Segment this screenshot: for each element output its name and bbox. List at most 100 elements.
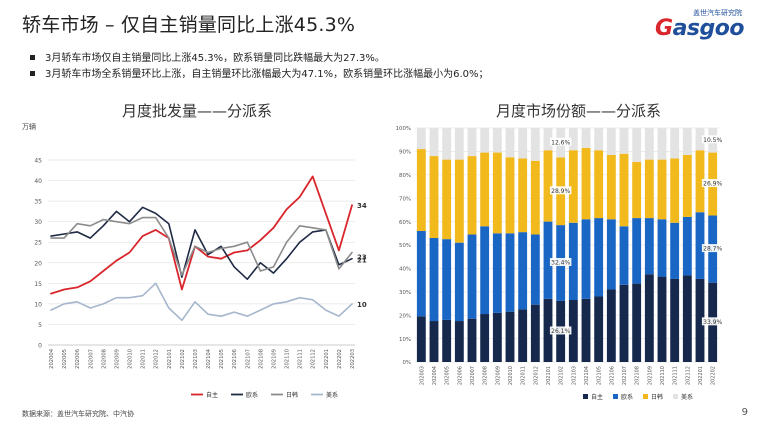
x-tick-label: 202111 [673,366,679,385]
x-tick-label: 202106 [609,366,615,385]
brand-wordmark: Gasgoo [655,16,744,41]
bar-segment-欧系 [429,237,439,322]
bar-chart: 0% 10% 20% 30% 40% 50% 60% 70% 80% 90% 100% 202003 2… [396,126,724,401]
data-label-bg [549,186,572,195]
data-label: 10.5% [703,137,722,144]
bar-segment-欧系 [581,219,591,299]
y-tick-label: 35 [34,199,42,206]
x-tick-label: 202203 [350,349,356,369]
y-tick-label: 70% [399,196,411,202]
bar-segment-自主 [670,278,680,362]
bar-segment-欧系 [594,218,604,297]
bar-segment-自主 [594,296,604,362]
bar-segment-美系 [632,128,642,162]
bar-chart-title: 月度市场份额——分派系 [496,102,662,120]
bar-segment-自主 [682,275,692,362]
x-tick-label: 202005 [62,349,68,369]
bar-segment-自主 [657,276,667,362]
y-tick-label: 60% [399,220,411,226]
bullet-item: 3月轿车市场全系销量环比上涨，自主销量环比涨幅最大为47.1%，欧系销量环比涨幅… [30,67,489,83]
bar-segment-欧系 [543,221,553,299]
data-label: 32.4% [551,260,570,267]
bar-segment-自主 [492,312,502,362]
bar-segment-自主 [543,298,553,362]
x-tick-label: 202009 [114,349,120,369]
bar-segment-美系 [568,128,578,151]
x-tick-label: 202011 [521,366,527,385]
x-tick-label: 202010 [508,366,514,385]
bar-segment-日韩 [568,150,578,223]
legend-swatch [613,394,618,399]
legend-label: 自主 [591,393,603,401]
x-tick-label: 202105 [597,366,603,385]
x-tick-label: 202011 [141,349,147,369]
bar-segment-欧系 [416,230,426,317]
bar-segment-日韩 [682,154,692,217]
bar-segment-日韩 [530,160,540,235]
bar-segment-自主 [505,311,515,362]
bar-segment-自主 [632,283,642,362]
bar-segment-美系 [644,128,654,160]
bar-segment-美系 [581,128,591,148]
y-tick-label: 25 [34,240,42,247]
bar-segment-美系 [467,128,477,157]
bar-segment-美系 [670,128,680,159]
bar-segment-美系 [505,128,515,158]
bar-segment-欧系 [670,222,680,279]
y-tick-label: 30 [34,219,42,226]
bar-segment-自主 [416,316,426,362]
y-tick-label: 10 [34,301,42,308]
legend-label: 欧系 [621,393,633,401]
data-label-bg [701,179,724,188]
line-chart: 万辆 0 5 10 15 20 25 30 35 40 45 202004 202005 202006 20… [22,122,367,399]
x-tick-label: 202110 [660,366,666,385]
bar-segment-日韩 [416,149,426,231]
data-label: 33.9% [703,319,722,326]
x-tick-label: 202103 [193,349,199,369]
bar-segment-自主 [467,318,477,362]
bar-segment-欧系 [619,226,629,285]
bar-segment-欧系 [568,222,578,300]
x-tick-label: 202103 [571,366,577,385]
bar-segment-欧系 [454,242,464,322]
data-label: 28.9% [551,188,570,195]
x-tick-label: 202109 [271,349,277,369]
bar-segment-美系 [454,128,464,160]
bullet-text: 3月轿车市场仅自主销量同比上涨45.3%，欧系销量同比跌幅最大为27.3%。 [45,53,385,64]
y-axis-unit-label: 万辆 [22,122,36,131]
x-tick-label: 202110 [285,349,291,369]
bar-segment-欧系 [442,239,452,320]
legend-label: 美系 [681,393,693,401]
data-label: 26.1% [551,328,570,335]
y-tick-label: 45 [34,158,42,165]
data-label-bg [701,317,724,326]
bar-segment-日韩 [492,152,502,234]
x-tick-label: 202101 [546,366,552,385]
bar-segment-日韩 [695,150,705,213]
x-tick-label: 202006 [75,349,81,369]
x-tick-label: 202201 [698,366,704,385]
x-tick-label: 202109 [647,366,653,385]
y-tick-label: 0% [402,360,411,366]
bar-segment-美系 [492,128,502,153]
page-number: 9 [741,407,748,418]
bar-segment-欧系 [644,218,654,275]
bar-segment-自主 [619,284,629,362]
y-tick-label: 5 [38,322,42,329]
bar-segment-日韩 [442,159,452,240]
bar-segment-自主 [442,319,452,362]
legend-swatch [673,394,678,399]
x-tick-label: 202101 [167,349,173,369]
legend-label: 日韩 [286,391,298,399]
x-tick-label: 202012 [154,349,160,369]
legend-label: 自主 [206,391,218,399]
bar-segment-美系 [530,128,540,161]
bar-segment-美系 [518,128,528,159]
legend-label: 欧系 [246,391,258,399]
bar-segment-欧系 [695,212,705,279]
bar-segment-自主 [695,278,705,362]
x-tick-label: 202202 [711,366,717,385]
bar-segment-自主 [429,321,439,362]
bar-segment-欧系 [682,216,692,276]
bar-segment-日韩 [644,159,654,219]
